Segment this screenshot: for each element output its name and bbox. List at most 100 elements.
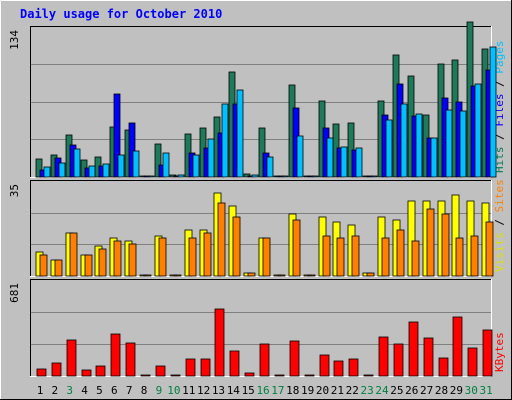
bar-hits-day-1 bbox=[35, 158, 43, 178]
bar-sites-day-3 bbox=[69, 232, 78, 277]
bar-hits-day-15 bbox=[243, 173, 251, 178]
bar-pages-day-17 bbox=[281, 175, 289, 178]
bar-kbytes-day-23 bbox=[363, 374, 374, 377]
bar-pages-day-15 bbox=[251, 174, 259, 178]
series-legend: KBytes bbox=[493, 332, 506, 372]
bar-kbytes-day-14 bbox=[229, 350, 240, 377]
day-label-23: 23 bbox=[361, 384, 374, 397]
bar-sites-day-21 bbox=[336, 237, 345, 277]
day-axis-labels: 1 2 3 4 5 6 7 8 9 10 11 12 13 14 15 16 17 18 19 20 21 22 23 24 2… bbox=[37, 384, 493, 397]
bar-kbytes-day-20 bbox=[319, 354, 330, 377]
bar-sites-day-5 bbox=[98, 248, 107, 277]
day-label-30: 30 bbox=[465, 384, 478, 397]
series-legend-separator: / bbox=[493, 212, 506, 232]
bar-sites-day-6 bbox=[113, 240, 122, 277]
day-label-17: 17 bbox=[271, 384, 284, 397]
day-label-29: 29 bbox=[450, 384, 463, 397]
bar-pages-day-14 bbox=[236, 89, 244, 178]
bar-files-day-6 bbox=[113, 93, 121, 178]
bar-sites-day-7 bbox=[128, 243, 137, 277]
bar-sites-day-1 bbox=[39, 254, 48, 277]
bar-pages-day-4 bbox=[88, 165, 96, 178]
bar-pages-day-20 bbox=[326, 137, 334, 178]
bar-pages-day-5 bbox=[102, 163, 110, 178]
day-label-2: 2 bbox=[52, 384, 59, 397]
bar-visits-day-26 bbox=[407, 200, 416, 277]
bar-pages-day-3 bbox=[73, 148, 81, 178]
day-label-16: 16 bbox=[256, 384, 269, 397]
bar-kbytes-day-27 bbox=[423, 337, 434, 377]
bar-kbytes-day-19 bbox=[304, 374, 315, 377]
bar-kbytes-day-2 bbox=[51, 362, 62, 377]
bar-sites-day-19 bbox=[307, 274, 316, 277]
bar-pages-day-19 bbox=[311, 175, 319, 178]
series-legend-sites: Sites bbox=[493, 179, 506, 212]
bar-pages-day-8 bbox=[147, 175, 155, 178]
bar-kbytes-day-12 bbox=[200, 358, 211, 377]
bar-pages-day-11 bbox=[192, 154, 200, 178]
series-legend: Visits / Sites bbox=[493, 179, 506, 272]
bar-kbytes-day-8 bbox=[140, 374, 151, 377]
bar-sites-day-16 bbox=[262, 237, 271, 277]
bar-kbytes-day-31 bbox=[482, 329, 493, 377]
bar-pages-day-9 bbox=[162, 152, 170, 178]
day-label-25: 25 bbox=[390, 384, 403, 397]
bar-sites-day-24 bbox=[381, 237, 390, 277]
bar-sites-day-13 bbox=[217, 202, 226, 277]
bar-pages-day-18 bbox=[296, 135, 304, 178]
bar-sites-day-2 bbox=[54, 259, 63, 277]
y-axis-max-label: 134 bbox=[8, 30, 21, 50]
bar-pages-day-12 bbox=[207, 138, 215, 178]
bar-kbytes-day-5 bbox=[95, 365, 106, 377]
bar-kbytes-day-7 bbox=[125, 342, 136, 377]
day-label-18: 18 bbox=[286, 384, 299, 397]
bar-kbytes-day-30 bbox=[467, 347, 478, 377]
bar-pages-day-26 bbox=[415, 113, 423, 178]
bar-hits-day-16 bbox=[258, 127, 266, 178]
day-label-3: 3 bbox=[66, 384, 73, 397]
day-label-15: 15 bbox=[242, 384, 255, 397]
day-label-31: 31 bbox=[480, 384, 493, 397]
bar-sites-day-11 bbox=[188, 237, 197, 277]
series-legend-visits: Visits bbox=[493, 232, 506, 272]
day-label-26: 26 bbox=[405, 384, 418, 397]
bar-kbytes-day-26 bbox=[408, 321, 419, 377]
bar-kbytes-day-13 bbox=[214, 308, 225, 377]
bar-kbytes-day-3 bbox=[66, 339, 77, 377]
day-label-4: 4 bbox=[81, 384, 88, 397]
bar-files-day-7 bbox=[128, 122, 136, 178]
bar-sites-day-20 bbox=[322, 235, 331, 277]
bar-sites-day-23 bbox=[366, 272, 375, 277]
bar-pages-day-22 bbox=[355, 147, 363, 178]
bar-sites-day-27 bbox=[426, 208, 435, 277]
bar-kbytes-day-9 bbox=[155, 365, 166, 377]
bar-kbytes-day-1 bbox=[36, 368, 47, 377]
bar-pages-day-21 bbox=[340, 146, 348, 178]
bar-sites-day-30 bbox=[470, 235, 479, 277]
bar-kbytes-day-4 bbox=[81, 369, 92, 377]
bar-pages-day-23 bbox=[370, 175, 378, 178]
day-label-13: 13 bbox=[212, 384, 225, 397]
day-label-21: 21 bbox=[331, 384, 344, 397]
day-label-28: 28 bbox=[435, 384, 448, 397]
bar-kbytes-day-11 bbox=[185, 358, 196, 377]
day-label-19: 19 bbox=[301, 384, 314, 397]
bar-kbytes-day-6 bbox=[110, 333, 121, 377]
bar-pages-day-24 bbox=[385, 119, 393, 178]
panel-kbytes: 681 KBytes bbox=[8, 279, 506, 377]
bar-pages-day-16 bbox=[266, 156, 274, 178]
bar-kbytes-day-10 bbox=[170, 374, 181, 377]
bar-sites-day-25 bbox=[396, 229, 405, 277]
bar-pages-day-2 bbox=[58, 162, 66, 178]
bar-sites-day-15 bbox=[247, 272, 256, 277]
bar-visits-day-29 bbox=[451, 194, 460, 277]
bar-sites-day-8 bbox=[143, 274, 152, 277]
bar-sites-day-10 bbox=[173, 274, 182, 277]
bar-pages-day-7 bbox=[132, 150, 140, 178]
panel-visits-sites: 35 Visits / Sites bbox=[8, 179, 506, 277]
bar-kbytes-day-18 bbox=[289, 340, 300, 377]
bar-pages-day-30 bbox=[474, 83, 482, 178]
chart-title: Daily usage for October 2010 bbox=[20, 7, 222, 21]
